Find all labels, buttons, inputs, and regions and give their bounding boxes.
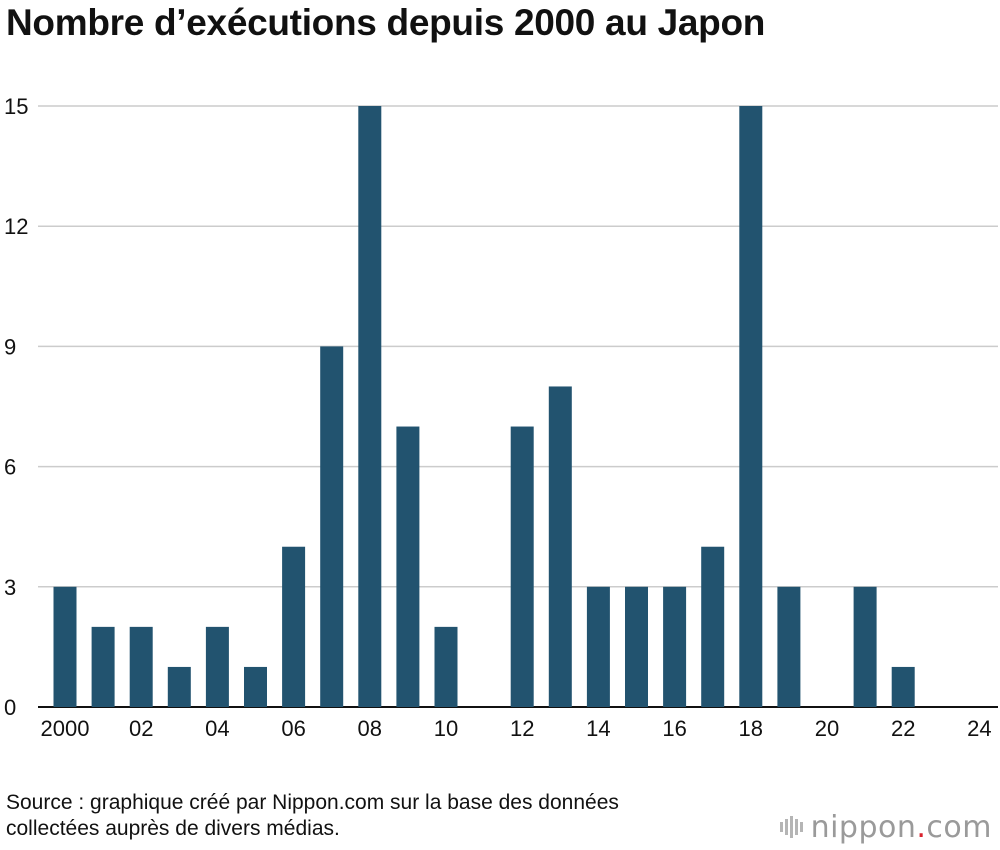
bar-2016 <box>663 586 687 707</box>
bar-2017 <box>701 546 725 707</box>
logo-dot: . <box>916 809 927 845</box>
x-tick-label: 02 <box>129 716 153 741</box>
bar-2002 <box>129 626 153 707</box>
logo-word: nippon <box>810 809 917 845</box>
bar-2007 <box>320 346 344 707</box>
y-tick-label: 6 <box>4 455 16 480</box>
x-tick-label: 06 <box>281 716 305 741</box>
bar-2000 <box>53 586 77 707</box>
bar-2005 <box>244 666 267 707</box>
x-tick-label: 12 <box>510 716 534 741</box>
logo-wordmark: nippon.com <box>811 810 992 845</box>
bar-2014 <box>586 586 610 707</box>
y-tick-label: 15 <box>4 94 28 119</box>
x-tick-label: 24 <box>967 716 991 741</box>
x-tick-label: 18 <box>739 716 763 741</box>
chart-title: Nombre d’exécutions depuis 2000 au Japon <box>6 2 766 43</box>
x-tick-label: 14 <box>586 716 610 741</box>
x-tick-label: 16 <box>662 716 686 741</box>
nippon-logo-bars-icon <box>779 816 803 838</box>
x-tick-label: 2000 <box>41 716 90 741</box>
x-tick-label: 22 <box>891 716 915 741</box>
x-tick-label: 20 <box>815 716 839 741</box>
bar-2012 <box>510 426 534 707</box>
x-axis-ticks: 2000 02 04 06 08 10 12 14 16 18 20 22 24 <box>41 716 992 741</box>
bar-2008 <box>358 106 382 707</box>
nippon-logo: nippon.com <box>779 810 992 845</box>
x-tick-label: 10 <box>434 716 458 741</box>
bar-2009 <box>396 426 420 707</box>
source-line-2: collectées auprès de divers médias. <box>6 817 340 840</box>
bars <box>53 106 915 707</box>
x-tick-label: 04 <box>205 716 229 741</box>
y-tick-label: 3 <box>4 575 16 600</box>
y-tick-label: 9 <box>4 334 16 359</box>
bar-2021 <box>853 586 877 707</box>
bar-2015 <box>625 586 648 707</box>
y-tick-label: 12 <box>4 214 28 239</box>
logo-suffix: com <box>926 809 992 845</box>
bar-2004 <box>205 626 229 707</box>
bar-chart: 0 3 6 9 12 15 2000 02 04 06 08 10 12 14 16 18 20 22 24 <box>4 94 998 741</box>
y-tick-label: 0 <box>4 695 16 720</box>
source-note: Source : graphique créé par Nippon.com s… <box>6 790 766 842</box>
y-axis-ticks: 0 3 6 9 12 15 <box>4 94 28 720</box>
bar-2018 <box>739 106 763 707</box>
bar-2010 <box>434 626 458 707</box>
bar-2006 <box>282 546 306 707</box>
bar-2013 <box>548 386 572 707</box>
bar-2019 <box>777 586 801 707</box>
x-tick-label: 08 <box>358 716 382 741</box>
bar-2022 <box>891 666 915 707</box>
bar-2003 <box>167 666 191 707</box>
bar-2001 <box>91 626 115 707</box>
source-line-1: Source : graphique créé par Nippon.com s… <box>6 791 619 814</box>
